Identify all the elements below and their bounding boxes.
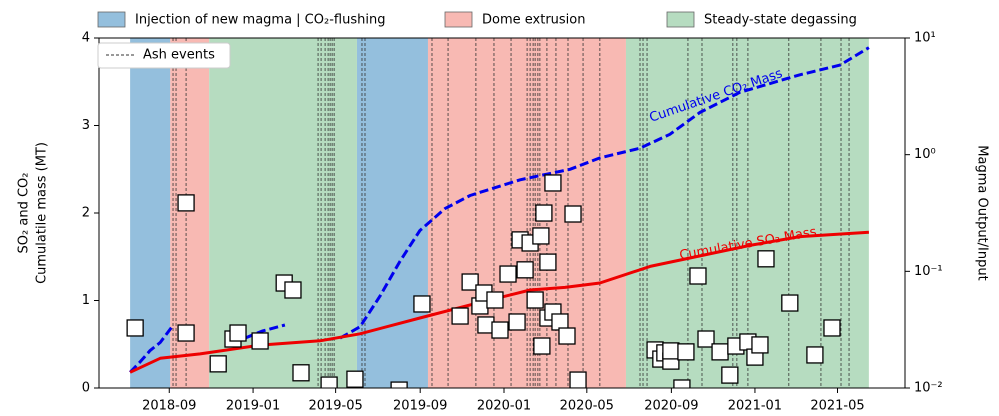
magma-ratio-point: [662, 342, 680, 360]
y2-tick-label: 10⁻¹: [914, 264, 943, 279]
magma-ratio-point: [499, 265, 517, 283]
magma-ratio-point: [229, 324, 247, 342]
y-tick-label: 4: [82, 31, 90, 46]
y-label-line1: SO₂ and CO₂: [17, 173, 32, 254]
magma-ratio-point: [251, 332, 269, 350]
magma-ratio-point: [451, 307, 469, 325]
x-tick-label: 2019-01: [226, 399, 280, 414]
mass-line: [129, 46, 870, 374]
phase-span: [356, 38, 428, 388]
x-tick-label: 2020-05: [560, 399, 614, 414]
magma-ratio-point: [673, 379, 691, 388]
magma-ratio-point: [757, 250, 775, 268]
y2-tick-label: 10⁰: [914, 147, 936, 162]
magma-ratio-point: [781, 294, 799, 312]
x-tick-label: 2018-09: [142, 399, 196, 414]
x-tick-label: 2020-01: [477, 399, 531, 414]
x-tick-label: 2019-09: [393, 399, 447, 414]
magma-ratio-point: [558, 327, 576, 345]
x-tick-label: 2021-01: [728, 399, 782, 414]
magma-ratio-point: [532, 227, 550, 245]
magma-ratio-point: [711, 343, 729, 361]
y-label-line2: Cumulatile mass (MT): [35, 142, 50, 284]
ash-legend-label: Ash events: [143, 48, 215, 63]
y2-tick-label: 10¹: [914, 31, 936, 46]
magma-ratio-point: [564, 205, 582, 223]
magma-ratio-point: [677, 343, 695, 361]
magma-ratio-point: [413, 295, 431, 313]
y-tick-label: 1: [82, 293, 90, 308]
magma-ratio-point: [544, 174, 562, 192]
legend-swatch: [444, 11, 473, 28]
legend-label: Steady-state degassing: [704, 13, 857, 28]
magma-ratio-point: [689, 267, 707, 285]
magma-ratio-point: [806, 346, 824, 364]
magma-ratio-point: [177, 324, 195, 342]
y-tick-label: 0: [82, 381, 90, 396]
magma-ratio-point: [508, 313, 526, 331]
legend-swatch: [666, 11, 695, 28]
magma-ratio-point: [491, 321, 509, 339]
magma-ratio-point: [346, 370, 364, 388]
magma-ratio-point: [697, 330, 715, 348]
x-tick-label: 2019-05: [308, 399, 362, 414]
magma-ratio-point: [284, 281, 302, 299]
magma-ratio-point: [209, 355, 227, 373]
y2-tick-label: 10⁻²: [914, 381, 943, 396]
plot: [126, 38, 870, 388]
legend-swatch: [97, 11, 126, 28]
magma-ratio-point: [320, 376, 338, 388]
magma-ratio-point: [486, 291, 504, 309]
x-tick-label: 2020-09: [644, 399, 698, 414]
magma-ratio-point: [751, 336, 769, 354]
magma-ratio-point: [535, 204, 553, 222]
magma-ratio-point: [516, 261, 534, 279]
magma-ratio-point: [177, 194, 195, 212]
magma-ratio-point: [823, 319, 841, 337]
magma-ratio-point: [461, 273, 479, 291]
x-tick-label: 2021-05: [810, 399, 864, 414]
ash-legend-box: [97, 42, 231, 69]
magma-ratio-point: [721, 366, 739, 384]
magma-ratio-point: [533, 337, 551, 355]
magma-ratio-point: [292, 364, 310, 382]
magma-ratio-point: [539, 253, 557, 271]
y-tick-label: 3: [82, 118, 90, 133]
legend-label: Injection of new magma | CO₂-flushing: [135, 13, 385, 28]
y2-label: Magma Output/Input: [975, 145, 990, 280]
magma-ratio-point: [390, 381, 408, 388]
magma-ratio-point: [526, 291, 544, 309]
magma-ratio-point: [126, 319, 144, 337]
y-tick-label: 2: [82, 206, 90, 221]
legend-label: Dome extrusion: [482, 13, 585, 28]
magma-ratio-point: [569, 371, 587, 388]
